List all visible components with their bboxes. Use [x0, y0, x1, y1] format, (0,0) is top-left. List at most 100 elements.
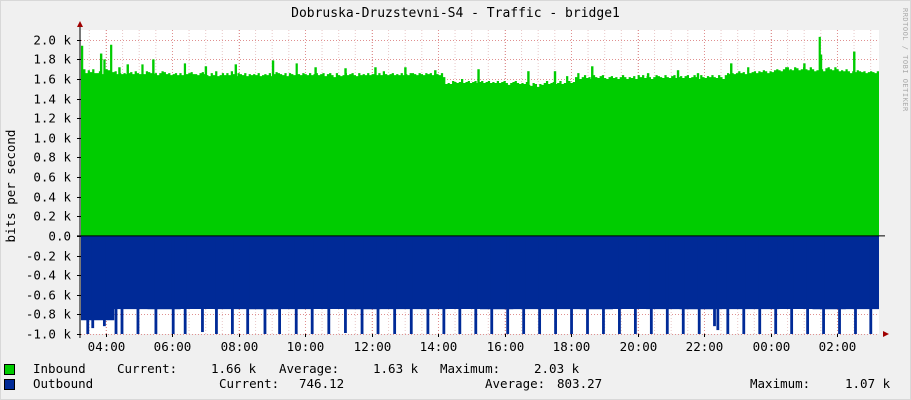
- y-tick-label: -0.2 k: [26, 249, 72, 264]
- inbound-legend-swatch: [4, 364, 15, 375]
- outbound-dip: [774, 235, 778, 334]
- y-axis-label: bits per second: [3, 130, 18, 243]
- inbound-spike: [204, 66, 208, 236]
- outbound-dip: [310, 235, 314, 334]
- x-axis-arrow: [883, 331, 889, 337]
- outbound-average-label: Average:: [485, 376, 546, 391]
- outbound-current-value: 746.12: [299, 376, 345, 391]
- x-tick-label: 00:00: [753, 339, 791, 354]
- outbound-dip: [758, 235, 762, 334]
- y-tick-label: 1.4 k: [33, 92, 71, 107]
- outbound-dip: [474, 235, 478, 334]
- outbound-dip: [360, 235, 364, 334]
- outbound-maximum-value: 1.07 k: [845, 376, 891, 391]
- inbound-spike: [434, 70, 437, 236]
- inbound-spike: [803, 63, 806, 236]
- x-tick-label: 16:00: [487, 339, 525, 354]
- outbound-dip: [171, 235, 175, 334]
- outbound-dip: [201, 235, 204, 333]
- outbound-dip: [154, 235, 158, 334]
- outbound-dip: [633, 235, 637, 334]
- inbound-spike: [477, 69, 480, 236]
- outbound-dip: [91, 235, 95, 329]
- outbound-dip: [742, 235, 746, 334]
- outbound-dip: [506, 235, 510, 334]
- inbound-legend-name: Inbound: [33, 361, 86, 376]
- outbound-dip: [822, 235, 825, 334]
- inbound-maximum-label: Maximum:: [440, 361, 501, 376]
- outbound-dip: [426, 235, 430, 334]
- outbound-current-label: Current:: [219, 376, 280, 391]
- outbound-average-value: 803.27: [557, 376, 603, 391]
- outbound-dip: [869, 235, 873, 334]
- inbound-spike: [696, 73, 700, 236]
- outbound-dip: [570, 235, 573, 334]
- y-tick-label: -1.0 k: [26, 327, 72, 342]
- outbound-dip: [586, 235, 589, 334]
- inbound-spike: [374, 67, 377, 236]
- outbound-dip: [522, 235, 526, 334]
- y-tick-label: -0.6 k: [26, 288, 72, 303]
- inbound-spike: [99, 53, 103, 236]
- outbound-dip: [114, 235, 118, 334]
- inbound-spike: [553, 71, 557, 236]
- inbound-spike: [344, 68, 347, 236]
- chart-title: Dobruska-Druzstevni-S4 - Traffic - bridg…: [291, 6, 620, 21]
- inbound-average-value: 1.63 k: [373, 361, 419, 376]
- inbound-spike: [314, 67, 317, 236]
- rrdtool-watermark: RRDTOOL / TOBI OETIKER: [901, 8, 909, 112]
- y-tick-label: -0.4 k: [26, 268, 72, 283]
- outbound-dip: [602, 235, 605, 334]
- inbound-maximum-value: 2.03 k: [534, 361, 580, 376]
- outbound-dip: [790, 235, 794, 334]
- outbound-dip: [554, 235, 557, 334]
- inbound-spike: [152, 59, 155, 236]
- inbound-spike: [126, 64, 129, 236]
- inbound-spike: [404, 67, 407, 236]
- x-tick-label: 06:00: [154, 339, 192, 354]
- outbound-dip: [681, 235, 685, 334]
- outbound-dip: [458, 235, 462, 334]
- inbound-spike: [730, 63, 733, 236]
- outbound-dip: [538, 235, 542, 334]
- x-tick-label: 12:00: [354, 339, 392, 354]
- outbound-dip: [263, 235, 267, 334]
- outbound-dip: [120, 235, 124, 334]
- inbound-spike: [118, 67, 121, 236]
- y-tick-label: 2.0 k: [33, 33, 71, 48]
- inbound-spike: [234, 64, 238, 236]
- outbound-dip: [376, 235, 380, 334]
- outbound-dip: [442, 235, 446, 334]
- outbound-dip: [665, 235, 669, 334]
- outbound-dip: [716, 235, 720, 331]
- inbound-spike: [819, 54, 823, 236]
- outbound-dip: [183, 235, 187, 334]
- x-tick-label: 08:00: [221, 339, 259, 354]
- outbound-dip: [697, 235, 701, 334]
- outbound-legend-name: Outbound: [33, 376, 94, 391]
- outbound-dip: [854, 235, 857, 334]
- y-tick-label: 0.4 k: [33, 190, 71, 205]
- y-tick-label: 0.6 k: [33, 170, 71, 185]
- y-tick-label: 0.0: [48, 229, 71, 244]
- outbound-dip: [86, 235, 90, 334]
- y-tick-label: 1.2 k: [33, 111, 71, 126]
- y-axis-arrow: [77, 21, 83, 27]
- outbound-dip: [713, 235, 716, 327]
- outbound-maximum-label: Maximum:: [750, 376, 811, 391]
- y-tick-label: 1.8 k: [33, 52, 71, 67]
- outbound-dip: [136, 235, 140, 334]
- x-tick-label: 04:00: [88, 339, 126, 354]
- x-tick-label: 18:00: [553, 339, 591, 354]
- x-tick-label: 14:00: [420, 339, 458, 354]
- outbound-dip: [294, 235, 298, 334]
- outbound-dip: [230, 235, 234, 334]
- outbound-dip: [278, 235, 281, 334]
- inbound-spike: [786, 67, 789, 236]
- x-tick-label: 10:00: [287, 339, 325, 354]
- outbound-dip: [838, 235, 841, 334]
- inbound-area: [81, 36, 879, 236]
- outbound-dip: [344, 235, 347, 334]
- inbound-spike: [591, 66, 594, 236]
